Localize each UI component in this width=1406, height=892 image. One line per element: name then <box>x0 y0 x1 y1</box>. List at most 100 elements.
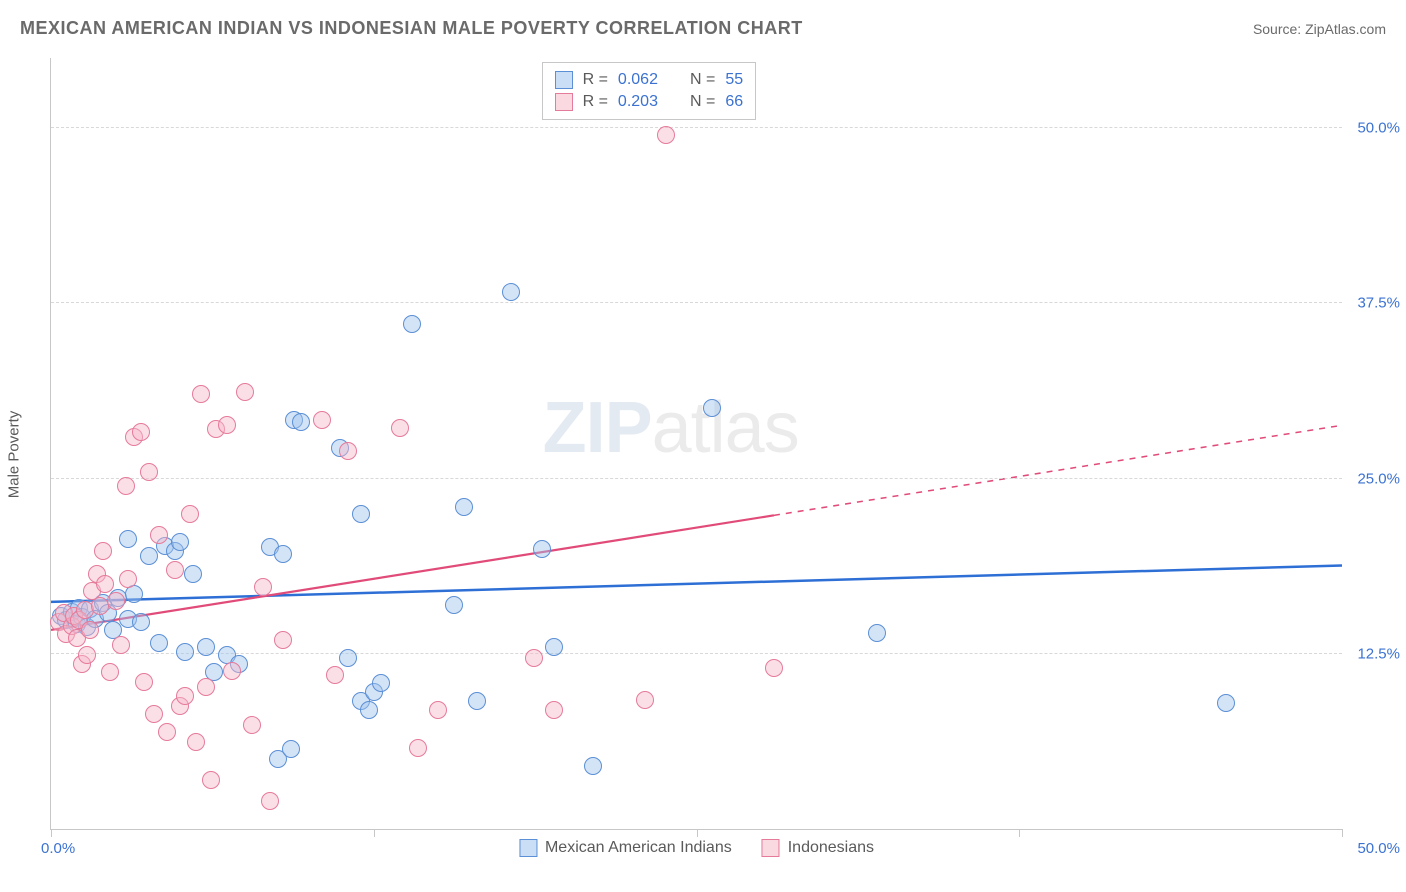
data-point <box>181 505 199 523</box>
data-point <box>187 733 205 751</box>
data-point <box>429 701 447 719</box>
data-point <box>584 757 602 775</box>
data-point <box>243 716 261 734</box>
data-point <box>868 624 886 642</box>
data-point <box>254 578 272 596</box>
x-tick <box>1019 829 1020 837</box>
data-point <box>445 596 463 614</box>
data-point <box>545 701 563 719</box>
chart-title: MEXICAN AMERICAN INDIAN VS INDONESIAN MA… <box>20 18 803 39</box>
data-point <box>96 575 114 593</box>
header: MEXICAN AMERICAN INDIAN VS INDONESIAN MA… <box>20 18 1386 39</box>
trend-lines <box>51 58 1342 829</box>
data-point <box>352 505 370 523</box>
data-point <box>657 126 675 144</box>
data-point <box>184 565 202 583</box>
data-point <box>292 413 310 431</box>
y-axis-label: Male Poverty <box>6 411 23 499</box>
data-point <box>192 385 210 403</box>
data-point <box>765 659 783 677</box>
swatch-mai <box>555 71 573 89</box>
data-point <box>403 315 421 333</box>
bottom-legend: Mexican American Indians Indonesians <box>519 839 874 857</box>
data-point <box>261 792 279 810</box>
plot-area: ZIPatlas R = 0.062 N = 55 R = 0.203 N = … <box>50 58 1342 830</box>
data-point <box>339 442 357 460</box>
stats-row-mai: R = 0.062 N = 55 <box>555 69 744 91</box>
y-tick-label: 50.0% <box>1357 120 1400 137</box>
gridline <box>51 653 1342 654</box>
data-point <box>150 634 168 652</box>
data-point <box>166 561 184 579</box>
data-point <box>1217 694 1235 712</box>
data-point <box>171 533 189 551</box>
data-point <box>107 592 125 610</box>
gridline <box>51 302 1342 303</box>
data-point <box>81 621 99 639</box>
data-point <box>119 530 137 548</box>
stats-legend-box: R = 0.062 N = 55 R = 0.203 N = 66 <box>542 62 757 120</box>
data-point <box>360 701 378 719</box>
gridline <box>51 127 1342 128</box>
data-point <box>158 723 176 741</box>
data-point <box>78 646 96 664</box>
data-point <box>533 540 551 558</box>
data-point <box>236 383 254 401</box>
data-point <box>176 687 194 705</box>
data-point <box>197 678 215 696</box>
data-point <box>223 662 241 680</box>
swatch-indo-icon <box>762 839 780 857</box>
x-tick <box>1342 829 1343 837</box>
x-min-label: 0.0% <box>41 840 75 857</box>
data-point <box>112 636 130 654</box>
data-point <box>119 570 137 588</box>
x-tick <box>51 829 52 837</box>
data-point <box>197 638 215 656</box>
data-point <box>313 411 331 429</box>
x-max-label: 50.0% <box>1357 840 1400 857</box>
legend-label-indo: Indonesians <box>788 839 874 857</box>
data-point <box>282 740 300 758</box>
data-point <box>140 463 158 481</box>
x-tick <box>697 829 698 837</box>
data-point <box>636 691 654 709</box>
data-point <box>326 666 344 684</box>
y-tick-label: 12.5% <box>1357 645 1400 662</box>
data-point <box>117 477 135 495</box>
y-tick-label: 37.5% <box>1357 295 1400 312</box>
y-tick-label: 25.0% <box>1357 470 1400 487</box>
data-point <box>703 399 721 417</box>
source-label: Source: ZipAtlas.com <box>1253 21 1386 37</box>
data-point <box>132 613 150 631</box>
watermark: ZIPatlas <box>543 387 799 469</box>
data-point <box>525 649 543 667</box>
legend-item-indo: Indonesians <box>762 839 874 857</box>
data-point <box>391 419 409 437</box>
data-point <box>176 643 194 661</box>
data-point <box>202 771 220 789</box>
legend-item-mai: Mexican American Indians <box>519 839 732 857</box>
data-point <box>150 526 168 544</box>
data-point <box>94 542 112 560</box>
swatch-indo <box>555 93 573 111</box>
chart-container: MEXICAN AMERICAN INDIAN VS INDONESIAN MA… <box>0 0 1406 892</box>
data-point <box>468 692 486 710</box>
x-tick <box>374 829 375 837</box>
data-point <box>545 638 563 656</box>
data-point <box>145 705 163 723</box>
data-point <box>274 545 292 563</box>
stats-row-indo: R = 0.203 N = 66 <box>555 91 744 113</box>
data-point <box>218 416 236 434</box>
gridline <box>51 478 1342 479</box>
data-point <box>339 649 357 667</box>
data-point <box>372 674 390 692</box>
data-point <box>274 631 292 649</box>
data-point <box>409 739 427 757</box>
swatch-mai-icon <box>519 839 537 857</box>
data-point <box>135 673 153 691</box>
legend-label-mai: Mexican American Indians <box>545 839 732 857</box>
data-point <box>455 498 473 516</box>
data-point <box>502 283 520 301</box>
data-point <box>101 663 119 681</box>
data-point <box>132 423 150 441</box>
